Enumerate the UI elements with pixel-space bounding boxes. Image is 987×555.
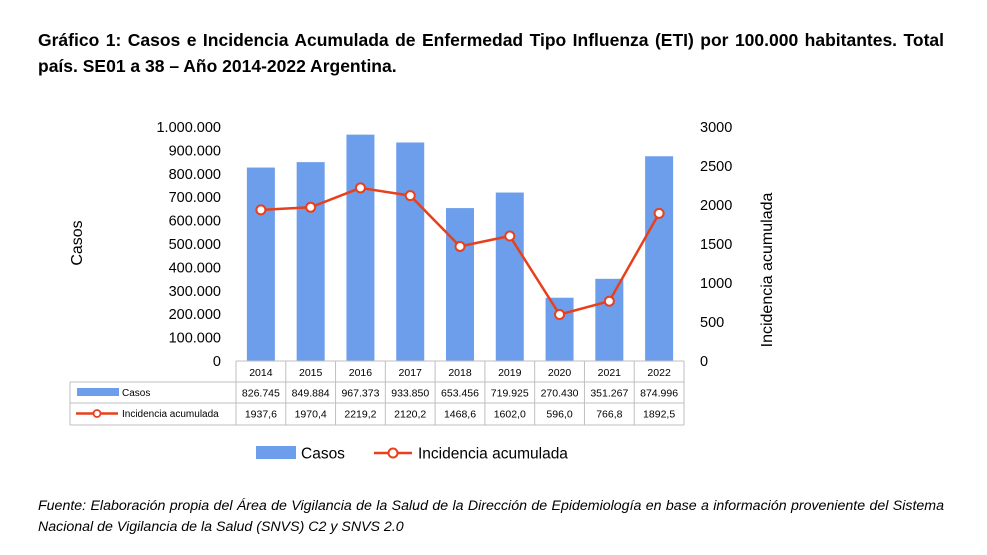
data-label: 2219,2 xyxy=(344,409,376,421)
table-legend-key-marker xyxy=(92,409,102,418)
data-label: 270.430 xyxy=(541,388,579,400)
source-note: Fuente: Elaboración propia del Área de V… xyxy=(38,498,944,535)
bar xyxy=(495,192,524,361)
bar xyxy=(595,278,624,361)
data-label: 1892,5 xyxy=(643,409,675,421)
bar xyxy=(545,297,574,361)
legend-key-marker xyxy=(387,447,399,459)
legend-label: Casos xyxy=(301,446,345,463)
bar xyxy=(346,134,375,361)
y2-tick-label: 2000 xyxy=(700,198,732,214)
data-label: 596,0 xyxy=(546,409,572,421)
x-tick-label: 2016 xyxy=(349,367,373,379)
y2-tick-label: 1000 xyxy=(700,276,732,292)
bar xyxy=(446,208,474,361)
x-tick-label: 2017 xyxy=(399,367,423,379)
bar xyxy=(246,167,275,361)
y2-tick-label: 1500 xyxy=(700,237,732,253)
y-axis-label: Casos xyxy=(69,220,86,265)
y-tick-label: 300.000 xyxy=(169,284,221,300)
line-point xyxy=(404,190,416,202)
data-label: 351.267 xyxy=(590,388,628,400)
line-point xyxy=(653,207,665,219)
y-tick-label: 600.000 xyxy=(169,214,221,230)
x-tick-label: 2018 xyxy=(448,367,472,379)
data-label: 766,8 xyxy=(596,409,622,421)
y-tick-label: 400.000 xyxy=(169,260,221,276)
data-label: 2120,2 xyxy=(394,409,426,421)
y2-axis-label: Incidencia acumulada xyxy=(759,193,776,348)
bar xyxy=(296,162,325,361)
data-label: 719.925 xyxy=(491,388,529,400)
y-tick-label: 500.000 xyxy=(169,237,221,253)
y-tick-label: 0 xyxy=(213,354,221,370)
line-point xyxy=(255,204,267,216)
y2-tick-label: 0 xyxy=(700,354,708,370)
y-tick-label: 800.000 xyxy=(169,167,221,183)
table-legend-key-bar xyxy=(77,388,119,396)
x-tick-label: 2020 xyxy=(548,367,572,379)
y-tick-label: 700.000 xyxy=(169,190,221,206)
y-tick-label: 900.000 xyxy=(169,143,221,159)
data-label: 1468,6 xyxy=(444,409,476,421)
legend-label: Incidencia acumulada xyxy=(418,446,568,463)
line-point xyxy=(454,240,466,252)
data-label: 967.373 xyxy=(341,388,379,400)
x-tick-label: 2022 xyxy=(647,367,671,379)
bar xyxy=(396,142,425,361)
x-tick-label: 2014 xyxy=(249,367,273,379)
plot-area: 0 100.000 200.000 300.000 400.000 500.000 600.… xyxy=(69,120,732,463)
x-tick-label: 2015 xyxy=(299,367,323,379)
x-tick-label: 2019 xyxy=(498,367,522,379)
data-label: 874.996 xyxy=(640,388,678,400)
line-point xyxy=(354,182,366,194)
y-tick-label: 100.000 xyxy=(169,331,221,347)
data-label: 1937,6 xyxy=(245,409,277,421)
data-label: 1602,0 xyxy=(494,409,526,421)
line-point xyxy=(603,295,615,307)
chart-title: Gráfico 1: Casos e Incidencia Acumulada … xyxy=(38,30,944,76)
data-label: 1970,4 xyxy=(295,409,327,421)
line-point xyxy=(504,230,516,242)
y2-tick-label: 3000 xyxy=(700,120,732,136)
data-label: 653.456 xyxy=(441,388,479,400)
x-tick-label: 2021 xyxy=(598,367,622,379)
legend-key-bar xyxy=(256,446,296,459)
bar xyxy=(645,156,674,361)
table-series-name: Casos xyxy=(122,388,150,399)
data-label: 826.745 xyxy=(242,388,280,400)
y2-tick-label: 2500 xyxy=(700,159,732,175)
data-label: 849.884 xyxy=(292,388,330,400)
line-point xyxy=(554,309,566,321)
y-tick-label: 200.000 xyxy=(169,307,221,323)
y-tick-label: 1.000.000 xyxy=(156,120,221,136)
y2-tick-label: 500 xyxy=(700,315,724,331)
data-label: 933.850 xyxy=(391,388,429,400)
table-series-name: Incidencia acumulada xyxy=(122,409,219,420)
line-point xyxy=(305,201,317,213)
